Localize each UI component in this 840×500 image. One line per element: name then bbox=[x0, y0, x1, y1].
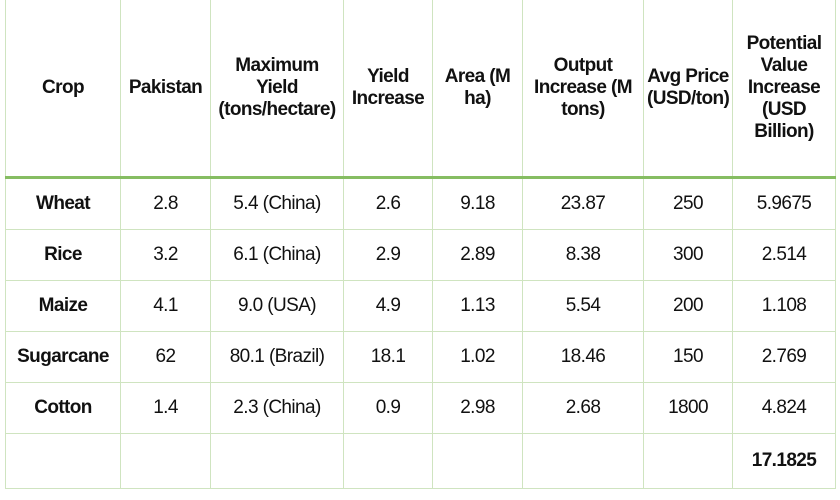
cell: 200 bbox=[643, 280, 733, 332]
empty-cell bbox=[120, 433, 211, 489]
empty-cell bbox=[210, 433, 344, 489]
cell: 250 bbox=[643, 177, 733, 230]
cell: 2.514 bbox=[732, 229, 836, 281]
cell: 1.108 bbox=[732, 280, 836, 332]
column-header: Area (M ha) bbox=[432, 0, 523, 179]
table-body: Wheat 2.8 5.4 (China) 2.6 9.18 23.87 250 5.9675… bbox=[5, 177, 836, 489]
total-row: 17.1825 bbox=[5, 433, 836, 489]
cell: 2.769 bbox=[732, 331, 836, 383]
table-row: Maize 4.1 9.0 (USA) 4.9 1.13 5.54 200 1.108 bbox=[5, 280, 836, 332]
cell: 1800 bbox=[643, 382, 733, 434]
cell: 4.9 bbox=[343, 280, 433, 332]
empty-cell bbox=[643, 433, 733, 489]
cell: 6.1 (China) bbox=[210, 229, 344, 281]
cell: 9.0 (USA) bbox=[210, 280, 344, 332]
cell: 2.8 bbox=[120, 177, 211, 230]
cell: 1.4 bbox=[120, 382, 211, 434]
cell: 3.2 bbox=[120, 229, 211, 281]
table-row: Sugarcane 62 80.1 (Brazil) 18.1 1.02 18.46 150… bbox=[5, 331, 836, 383]
column-header: Crop bbox=[5, 0, 121, 179]
cell: 18.46 bbox=[522, 331, 644, 383]
crop-name: Cotton bbox=[5, 382, 121, 434]
cell: 1.02 bbox=[432, 331, 523, 383]
cell: 9.18 bbox=[432, 177, 523, 230]
cell: 5.54 bbox=[522, 280, 644, 332]
empty-cell bbox=[522, 433, 644, 489]
empty-cell bbox=[343, 433, 433, 489]
cell: 62 bbox=[120, 331, 211, 383]
cell: 18.1 bbox=[343, 331, 433, 383]
cell: 300 bbox=[643, 229, 733, 281]
cell: 8.38 bbox=[522, 229, 644, 281]
column-header: Avg Price (USD/ton) bbox=[643, 0, 733, 179]
column-header: Potential Value Increase (USD Billion) bbox=[732, 0, 836, 179]
cell: 80.1 (Brazil) bbox=[210, 331, 344, 383]
empty-cell bbox=[432, 433, 523, 489]
yield-table: Crop Pakistan Maximum Yield (tons/hectare)… bbox=[5, 0, 836, 489]
column-header: Pakistan bbox=[120, 0, 211, 179]
column-header: Maximum Yield (tons/hectare) bbox=[210, 0, 344, 179]
column-header: Yield Increase bbox=[343, 0, 433, 179]
total-value: 17.1825 bbox=[732, 433, 836, 489]
cell: 2.3 (China) bbox=[210, 382, 344, 434]
cell: 0.9 bbox=[343, 382, 433, 434]
crop-name: Sugarcane bbox=[5, 331, 121, 383]
cell: 1.13 bbox=[432, 280, 523, 332]
cell: 23.87 bbox=[522, 177, 644, 230]
cell: 150 bbox=[643, 331, 733, 383]
cell: 4.824 bbox=[732, 382, 836, 434]
cell: 4.1 bbox=[120, 280, 211, 332]
crop-name: Wheat bbox=[5, 177, 121, 230]
crop-name: Maize bbox=[5, 280, 121, 332]
table-row: Wheat 2.8 5.4 (China) 2.6 9.18 23.87 250 5.9675 bbox=[5, 177, 836, 230]
cell: 2.6 bbox=[343, 177, 433, 230]
empty-cell bbox=[5, 433, 121, 489]
cell: 2.98 bbox=[432, 382, 523, 434]
crop-name: Rice bbox=[5, 229, 121, 281]
cell: 5.9675 bbox=[732, 177, 836, 230]
cell: 2.89 bbox=[432, 229, 523, 281]
column-header: Output Increase (M tons) bbox=[522, 0, 644, 179]
cell: 5.4 (China) bbox=[210, 177, 344, 230]
header-row: Crop Pakistan Maximum Yield (tons/hectare)… bbox=[5, 0, 836, 179]
table-row: Rice 3.2 6.1 (China) 2.9 2.89 8.38 300 2.514 bbox=[5, 229, 836, 281]
cell: 2.9 bbox=[343, 229, 433, 281]
table-row: Cotton 1.4 2.3 (China) 0.9 2.98 2.68 1800 4.824 bbox=[5, 382, 836, 434]
cell: 2.68 bbox=[522, 382, 644, 434]
